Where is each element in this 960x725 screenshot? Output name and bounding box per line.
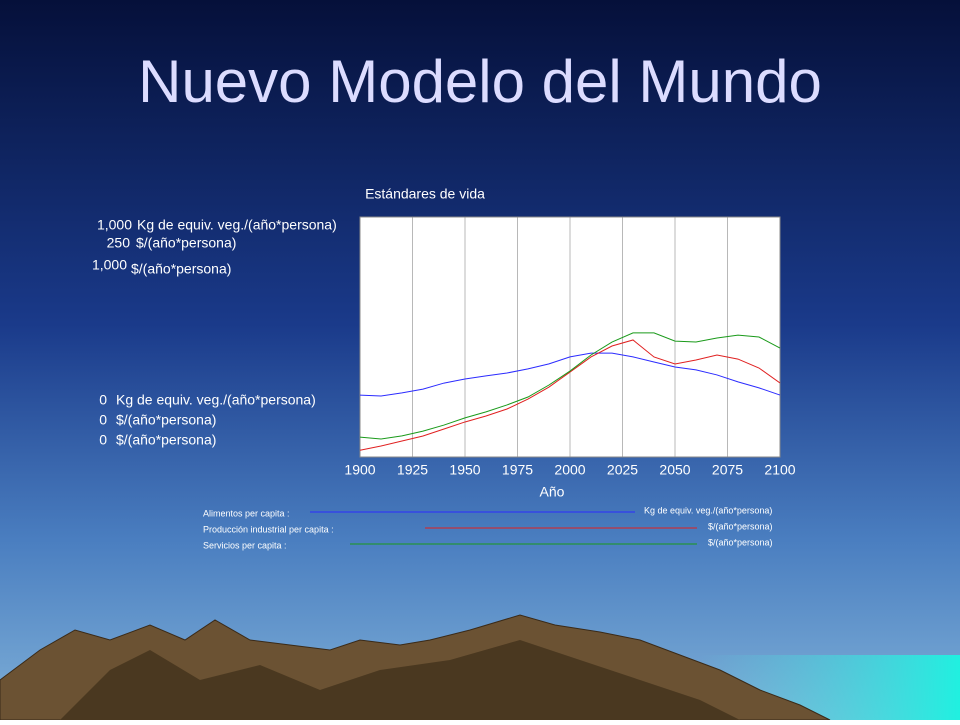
x-tick-label: 1950 — [449, 462, 480, 478]
y-axis-unit: $/(año*persona) — [116, 412, 216, 428]
y-tick-label: 1,000 — [97, 217, 132, 233]
y-tick-label: 1,000 — [92, 257, 127, 273]
y-axis-unit: $/(año*persona) — [136, 235, 236, 251]
x-tick-label: 2000 — [554, 462, 585, 478]
plot-frame — [359, 216, 781, 458]
legend-unit: Kg de equiv. veg./(año*persona) — [644, 505, 772, 515]
series-line — [359, 332, 781, 440]
x-tick-label: 2025 — [607, 462, 638, 478]
x-tick-label: 2100 — [764, 462, 795, 478]
y-tick-label: 0 — [99, 412, 107, 428]
legend-label: Producción industrial per capita : — [203, 524, 334, 534]
x-tick-label: 1925 — [397, 462, 428, 478]
legend-label: Servicios per capita : — [203, 540, 287, 550]
y-tick-label: 0 — [99, 392, 107, 408]
y-tick-label: 0 — [99, 432, 107, 448]
legend-label: Alimentos per capita : — [203, 508, 290, 518]
legend-unit: $/(año*persona) — [708, 537, 773, 547]
x-tick-label: 1900 — [344, 462, 375, 478]
series-line — [359, 352, 781, 397]
chart-title: Estándares de vida — [365, 186, 485, 202]
slide-title: Nuevo Modelo del Mundo — [138, 48, 822, 115]
y-axis-unit: $/(año*persona) — [131, 261, 231, 277]
series-line — [359, 339, 781, 451]
x-tick-label: 2075 — [712, 462, 743, 478]
y-axis-unit: Kg de equiv. veg./(año*persona) — [137, 217, 337, 233]
y-axis-unit: $/(año*persona) — [116, 432, 216, 448]
x-axis-label: Año — [540, 484, 565, 500]
x-tick-label: 1975 — [502, 462, 533, 478]
legend-unit: $/(año*persona) — [708, 521, 773, 531]
y-axis-unit: Kg de equiv. veg./(año*persona) — [116, 392, 316, 408]
mountain-shade — [60, 640, 740, 720]
x-tick-label: 2050 — [659, 462, 690, 478]
y-tick-label: 250 — [107, 235, 131, 251]
